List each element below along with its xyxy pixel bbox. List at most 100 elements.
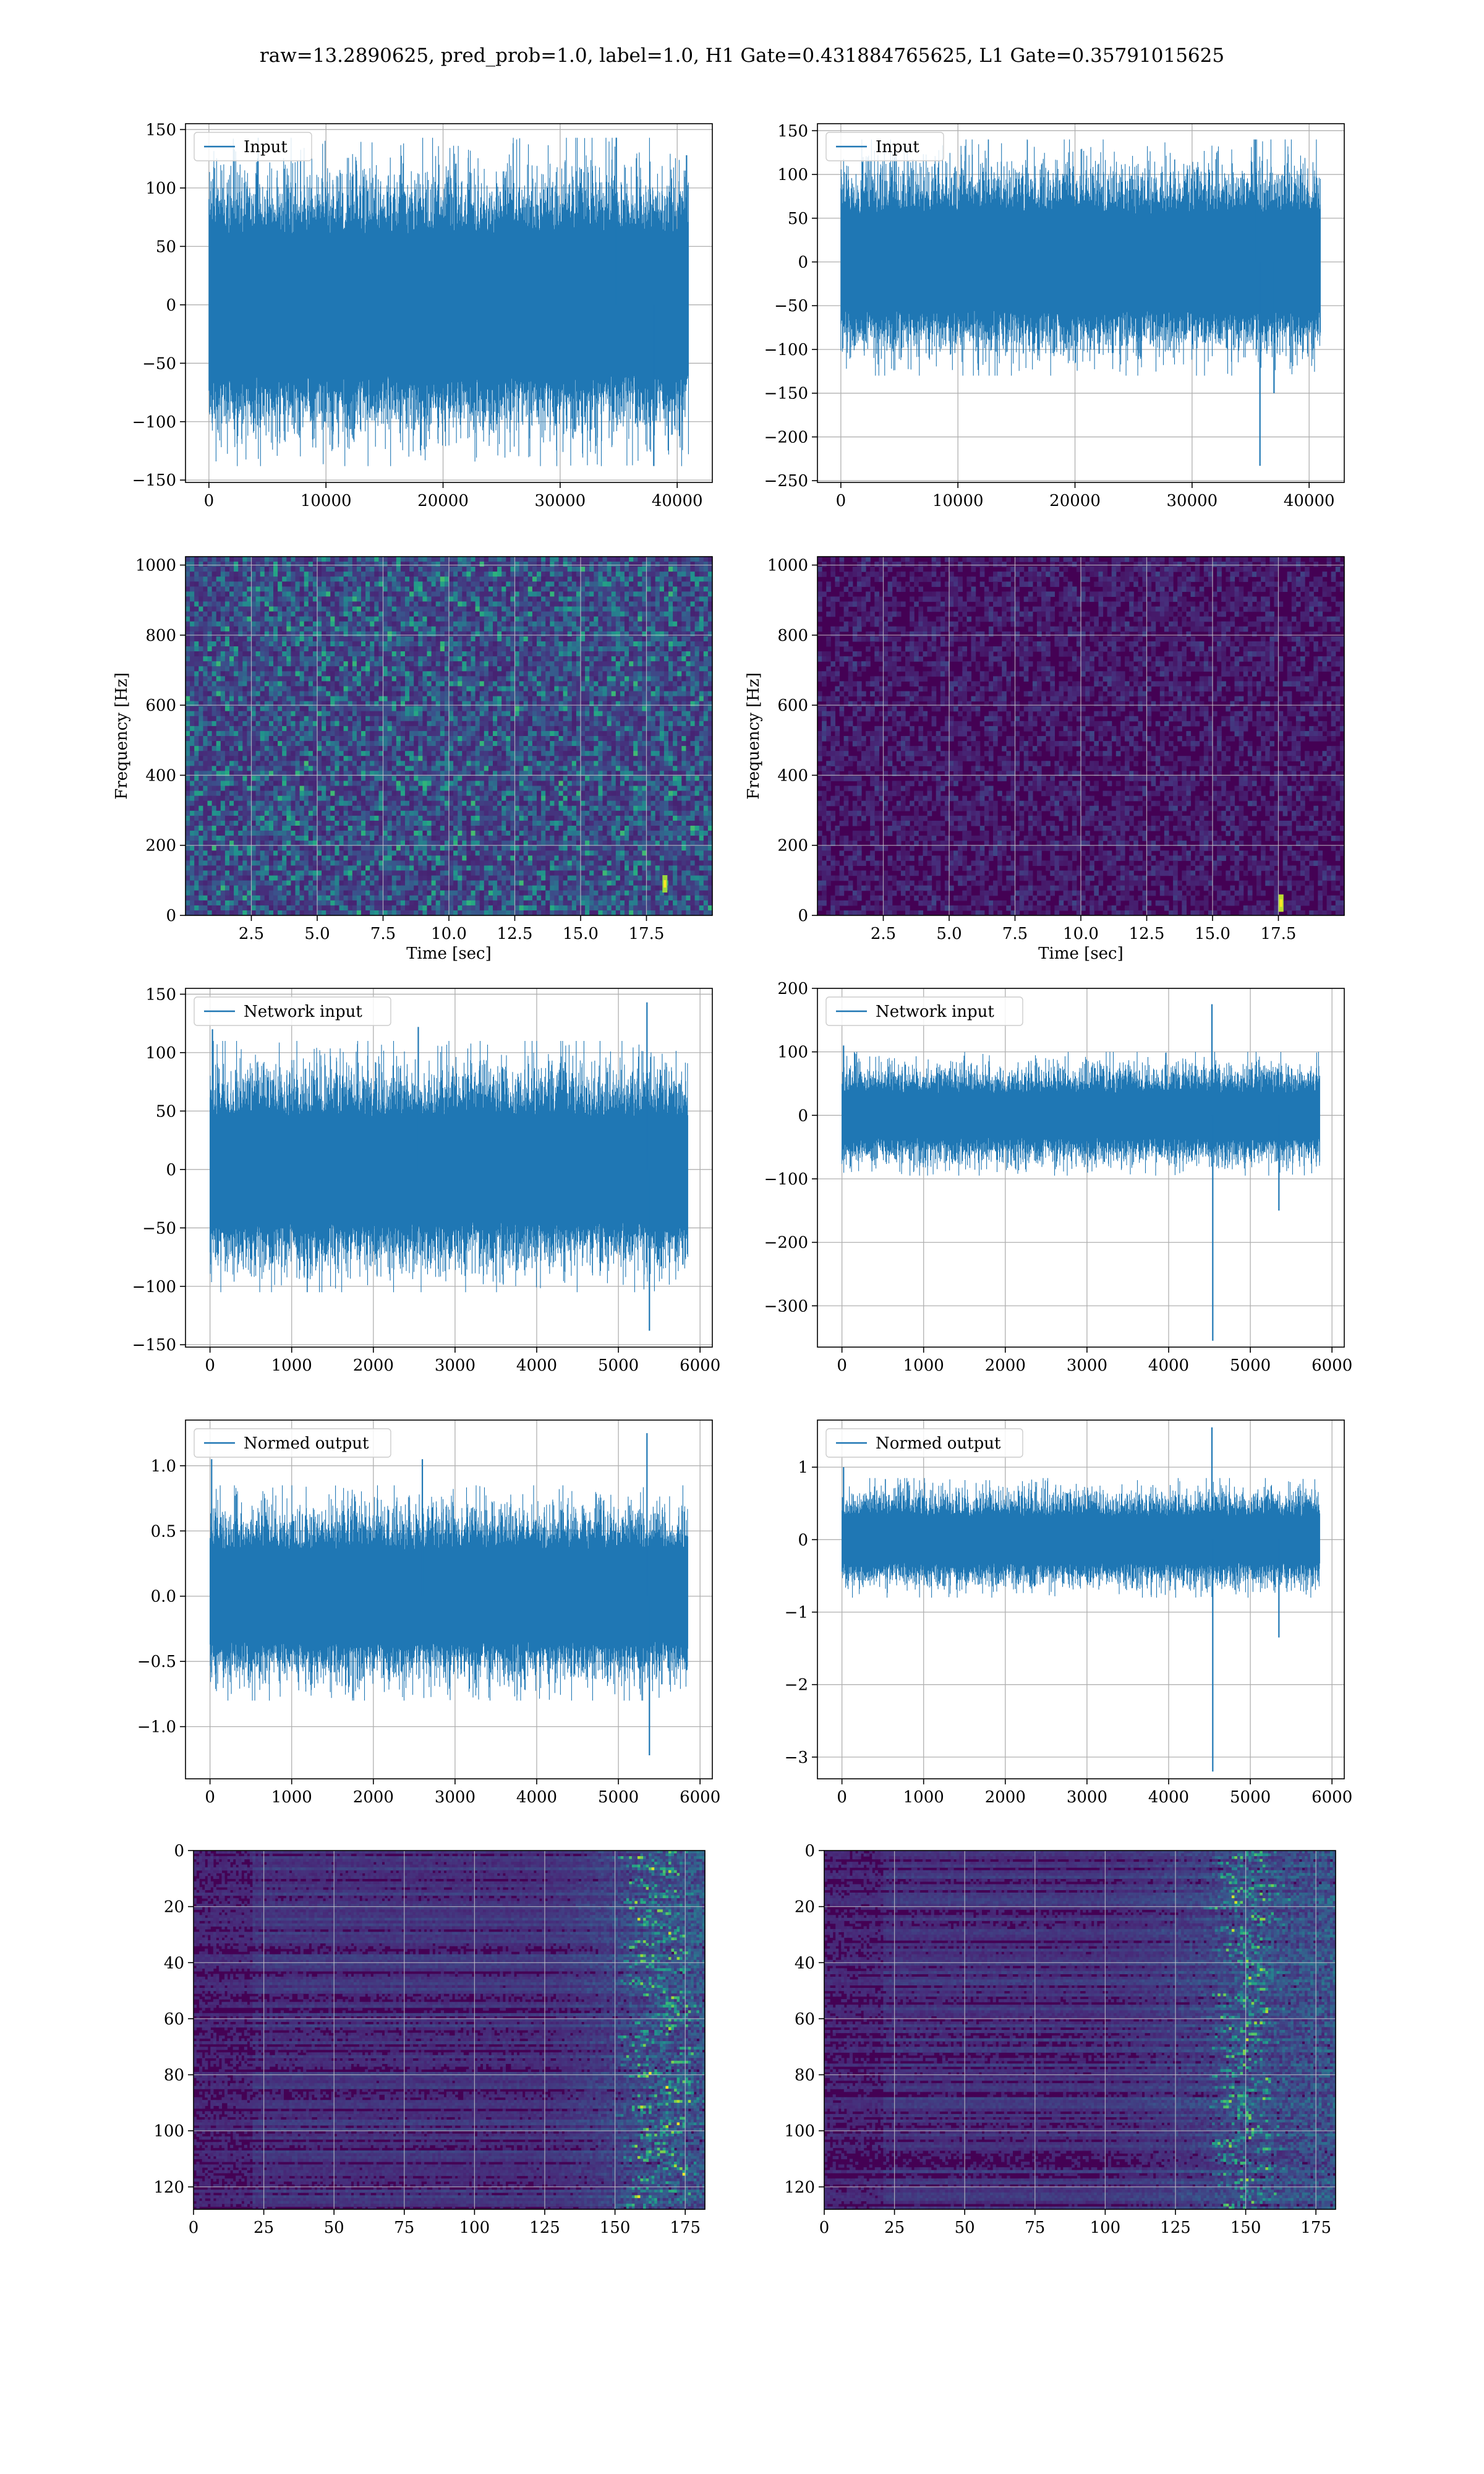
- heatmap-cell: [216, 631, 221, 637]
- heatmap-cell: [541, 696, 546, 702]
- heatmap-cell: [695, 617, 700, 622]
- heatmap-cell: [432, 636, 437, 642]
- heatmap-cell: [629, 696, 634, 702]
- heatmap-cell: [594, 571, 599, 577]
- heatmap-cell: [269, 701, 274, 707]
- heatmap-cell: [203, 617, 208, 622]
- heatmap-cell: [414, 622, 419, 627]
- heatmap-cell: [660, 622, 665, 627]
- heatmap-cell: [550, 596, 555, 602]
- heatmap-cell: [418, 676, 423, 682]
- heatmap-cell: [563, 666, 568, 672]
- heatmap-cell: [229, 581, 234, 587]
- heatmap-cell: [278, 627, 283, 632]
- heatmap-cell: [396, 557, 401, 562]
- heatmap-cell: [655, 612, 660, 617]
- heatmap-cell: [440, 596, 445, 602]
- heatmap-cell: [506, 617, 511, 622]
- heatmap-cell: [532, 661, 537, 667]
- heatmap-cell: [554, 676, 559, 682]
- heatmap-cell: [348, 711, 353, 717]
- heatmap-cell: [221, 651, 226, 657]
- heatmap-cell: [225, 671, 230, 677]
- heatmap-cell: [440, 631, 445, 637]
- heatmap-cell: [252, 666, 257, 672]
- heatmap-cell: [344, 612, 349, 617]
- heatmap-cell: [532, 681, 537, 687]
- heatmap-cell: [335, 701, 339, 707]
- heatmap-cell: [357, 651, 362, 657]
- heatmap-cell: [625, 562, 629, 567]
- heatmap-cell: [198, 686, 203, 691]
- heatmap-cell: [524, 636, 529, 642]
- x-tick-label: 0: [836, 492, 846, 510]
- heatmap-cell: [396, 576, 401, 582]
- heatmap-cell: [291, 706, 296, 712]
- heatmap-cell: [629, 557, 634, 562]
- heatmap-cell: [497, 641, 502, 647]
- heatmap-cell: [541, 686, 546, 691]
- heatmap-cell: [221, 562, 226, 567]
- heatmap-cell: [616, 591, 621, 597]
- heatmap-cell: [198, 641, 203, 647]
- heatmap-cell: [677, 602, 682, 607]
- heatmap-cell: [348, 612, 353, 617]
- heatmap-cell: [186, 701, 190, 707]
- heatmap-cell: [668, 706, 673, 712]
- heatmap-cell: [484, 571, 489, 577]
- heatmap-cell: [440, 641, 445, 647]
- heatmap-cell: [572, 646, 577, 652]
- heatmap-cell: [681, 691, 686, 697]
- heatmap-cell: [265, 686, 270, 691]
- heatmap-cell: [585, 622, 590, 627]
- heatmap-cell: [212, 562, 217, 567]
- heatmap-cell: [414, 676, 419, 682]
- heatmap-cell: [691, 671, 696, 677]
- heatmap-cell: [330, 676, 335, 682]
- heatmap-cell: [616, 612, 621, 617]
- heatmap-cell: [471, 617, 476, 622]
- heatmap-cell: [291, 581, 296, 587]
- heatmap-cell: [317, 596, 322, 602]
- heatmap-cell: [568, 666, 573, 672]
- heatmap-cell: [462, 571, 467, 577]
- heatmap-cell: [453, 581, 458, 587]
- heatmap-cell: [212, 676, 217, 682]
- heatmap-cell: [203, 586, 208, 592]
- heatmap-cell: [471, 666, 476, 672]
- heatmap-cell: [554, 696, 559, 702]
- heatmap-cell: [528, 586, 533, 592]
- heatmap-cell: [677, 557, 682, 562]
- heatmap-cell: [664, 696, 669, 702]
- heatmap-cell: [256, 557, 261, 562]
- heatmap-cell: [409, 651, 414, 657]
- heatmap-cell: [190, 596, 195, 602]
- heatmap-cell: [559, 646, 564, 652]
- heatmap-cell: [480, 651, 485, 657]
- heatmap-cell: [647, 567, 652, 572]
- heatmap-cell: [537, 596, 542, 602]
- heatmap-cell: [418, 617, 423, 622]
- heatmap-cell: [699, 571, 704, 577]
- heatmap-cell: [704, 656, 709, 662]
- heatmap-cell: [348, 576, 353, 582]
- heatmap-cell: [638, 622, 642, 627]
- heatmap-cell: [537, 656, 542, 662]
- heatmap-cell: [532, 557, 537, 562]
- heatmap-cell: [322, 706, 326, 712]
- heatmap-cell: [563, 651, 568, 657]
- heatmap-cell: [432, 661, 437, 667]
- heatmap-cell: [260, 706, 265, 712]
- heatmap-cell: [225, 646, 230, 652]
- heatmap-cell: [422, 581, 427, 587]
- heatmap-cell: [278, 567, 283, 572]
- heatmap-cell: [563, 571, 568, 577]
- heatmap-cell: [594, 586, 599, 592]
- heatmap-cell: [203, 596, 208, 602]
- heatmap-cell: [581, 696, 586, 702]
- heatmap-cell: [691, 666, 696, 672]
- heatmap-cell: [581, 676, 586, 682]
- heatmap-cell: [559, 701, 564, 707]
- heatmap-cell: [660, 681, 665, 687]
- heatmap-cell: [625, 706, 629, 712]
